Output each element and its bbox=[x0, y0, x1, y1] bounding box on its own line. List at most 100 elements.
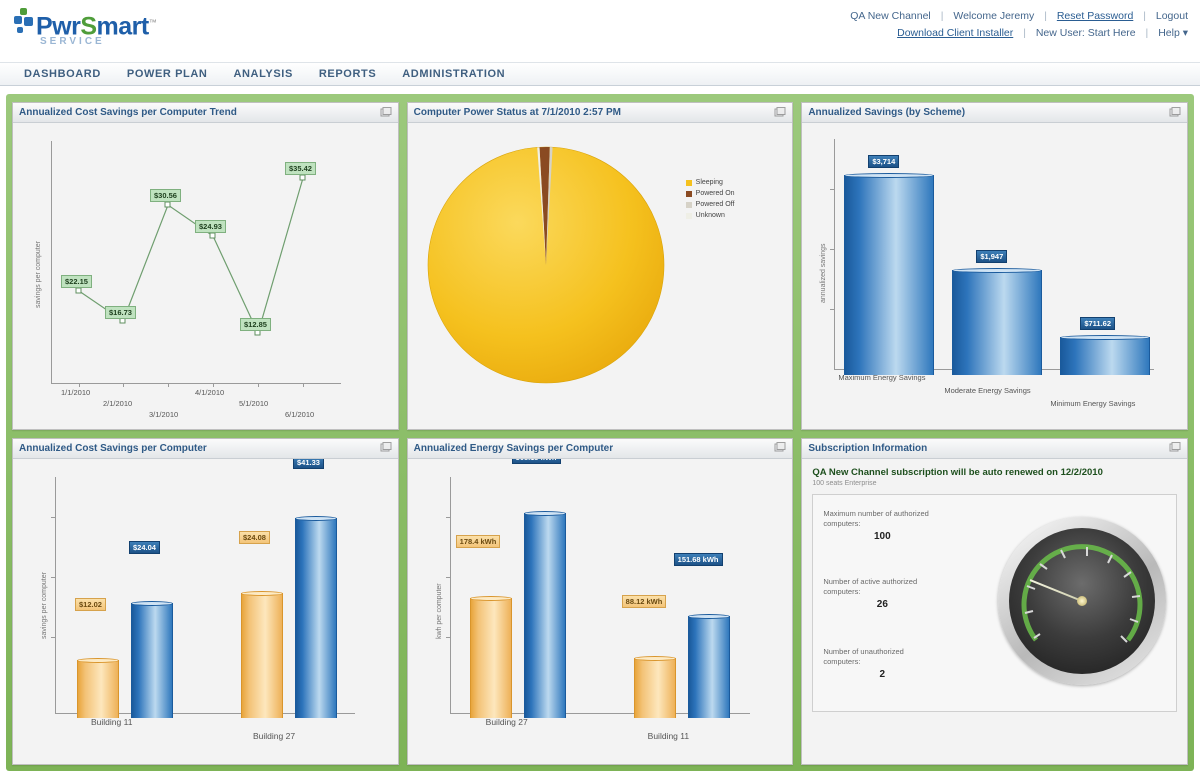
panel-menu-icon[interactable] bbox=[774, 442, 786, 454]
bar-moderate-energy-savings[interactable] bbox=[952, 267, 1043, 375]
panel-header: Annualized Cost Savings per Computer Tre… bbox=[13, 103, 398, 123]
separator: | bbox=[940, 10, 944, 22]
panel-menu-icon[interactable] bbox=[1169, 442, 1181, 454]
y-axis bbox=[449, 476, 451, 713]
nav-item-administration[interactable]: ADMINISTRATION bbox=[402, 68, 506, 80]
bar-building-27-current[interactable] bbox=[241, 591, 283, 718]
bar-building-27-current[interactable] bbox=[469, 596, 512, 718]
brand-wordmark: PwrSmart™ bbox=[36, 10, 157, 41]
legend-item[interactable]: Powered On bbox=[685, 188, 735, 199]
y-axis bbox=[55, 476, 56, 713]
page-header: PwrSmart™ SERVICE QA New Channel | Welco… bbox=[0, 0, 1200, 62]
x-tick-label: 1/1/2010 bbox=[61, 388, 91, 397]
panel-body: savings per computer 1/1/2010 2/1/2010 3… bbox=[13, 123, 398, 429]
new-user-link[interactable]: New User: Start Here bbox=[1035, 27, 1136, 39]
legend-item[interactable]: Unknown bbox=[685, 210, 735, 221]
y-tick bbox=[51, 576, 55, 578]
data-label: 178.4 kWh bbox=[455, 534, 501, 548]
logo-dots-icon bbox=[14, 8, 40, 34]
y-tick bbox=[51, 516, 55, 518]
stat-active-authorized: Number of active authorized computers: 2… bbox=[823, 577, 941, 610]
data-label: $12.02 bbox=[75, 597, 106, 611]
panel-header: Computer Power Status at 7/1/2010 2:57 P… bbox=[407, 103, 793, 123]
y-tick bbox=[445, 576, 450, 578]
data-label: $12.85 bbox=[240, 318, 271, 331]
stat-value: 100 bbox=[873, 530, 891, 542]
y-axis bbox=[834, 139, 836, 369]
nav-item-reports[interactable]: REPORTS bbox=[318, 68, 377, 80]
x-tick-label: 5/1/2010 bbox=[239, 399, 269, 408]
x-tick-label: Maximum Energy Savings bbox=[838, 373, 926, 382]
legend-swatch-sleeping bbox=[685, 179, 692, 186]
bar-building-11-potential[interactable] bbox=[687, 614, 730, 718]
bar-building-27-potential[interactable] bbox=[523, 511, 566, 718]
x-tick-label: 3/1/2010 bbox=[149, 410, 179, 419]
header-links-row-1: QA New Channel | Welcome Jeremy | Reset … bbox=[850, 8, 1188, 25]
y-axis-label: kwh per computer bbox=[435, 582, 443, 639]
panel-title: Annualized Cost Savings per Computer bbox=[19, 442, 207, 454]
bar-building-27-potential[interactable] bbox=[295, 516, 337, 718]
bar-maximum-energy-savings[interactable] bbox=[844, 172, 935, 375]
brand-mart: mart bbox=[96, 12, 150, 41]
legend-swatch-powered-on bbox=[685, 190, 692, 197]
data-label: $30.56 bbox=[150, 189, 181, 202]
x-tick-label: 6/1/2010 bbox=[285, 410, 315, 419]
panel-body: QA New Channel subscription will be auto… bbox=[802, 458, 1187, 764]
nav-item-dashboard[interactable]: DASHBOARD bbox=[24, 68, 101, 80]
bar-building-11-potential[interactable] bbox=[131, 601, 173, 718]
channel-name: QA New Channel bbox=[850, 10, 931, 22]
panel-header: Annualized Savings (by Scheme) bbox=[802, 103, 1187, 123]
subscription-details-box: Maximum number of authorized computers: … bbox=[812, 493, 1177, 712]
main-navigation: DASHBOARD POWER PLAN ANALYSIS REPORTS AD… bbox=[0, 62, 1200, 86]
brand-trademark: ™ bbox=[148, 18, 157, 27]
x-axis bbox=[55, 712, 355, 714]
panel-annualized-savings-by-scheme: Annualized Savings (by Scheme) annualize… bbox=[801, 102, 1188, 430]
legend-label: Sleeping bbox=[695, 179, 723, 186]
x-tick bbox=[123, 383, 124, 387]
data-label: $3,714 bbox=[868, 155, 900, 168]
x-axis bbox=[449, 712, 750, 714]
bar-building-11-current[interactable] bbox=[633, 656, 676, 718]
panel-header: Subscription Information bbox=[802, 438, 1187, 459]
data-label: 151.68 kWh bbox=[673, 552, 723, 566]
nav-item-analysis[interactable]: ANALYSIS bbox=[233, 68, 293, 80]
separator: | bbox=[1145, 27, 1149, 39]
download-client-installer-link[interactable]: Download Client Installer bbox=[897, 27, 1014, 39]
data-label: 305.19 kWh bbox=[511, 458, 561, 464]
x-tick bbox=[79, 383, 80, 387]
bar-building-11-current[interactable] bbox=[77, 658, 119, 718]
panel-menu-icon[interactable] bbox=[1169, 106, 1181, 119]
legend-item[interactable]: Powered Off bbox=[685, 199, 735, 210]
data-label: $24.08 bbox=[239, 530, 270, 544]
brand-subtitle: SERVICE bbox=[40, 36, 105, 47]
dashboard-grid: Annualized Cost Savings per Computer Tre… bbox=[12, 102, 1188, 765]
help-menu[interactable]: Help ▾ bbox=[1158, 27, 1188, 39]
x-tick-label: 4/1/2010 bbox=[195, 388, 225, 397]
bar-chart-energy-per-computer: kwh per computer 178.4 kWh 305.19 kWh 88… bbox=[408, 458, 793, 765]
data-label: $24.04 bbox=[129, 540, 160, 554]
subscription-note: 100 seats Enterprise bbox=[812, 479, 877, 487]
x-tick-label: 2/1/2010 bbox=[103, 399, 133, 408]
brand-logo[interactable]: PwrSmart™ SERVICE bbox=[14, 6, 274, 56]
logout-link[interactable]: Logout bbox=[1155, 10, 1188, 22]
panel-header: Annualized Cost Savings per Computer bbox=[13, 438, 398, 459]
stat-max-authorized: Maximum number of authorized computers: … bbox=[823, 509, 941, 542]
y-axis bbox=[51, 141, 52, 383]
legend-label: Unknown bbox=[695, 212, 725, 219]
x-tick-label: Minimum Energy Savings bbox=[1050, 399, 1136, 408]
panel-menu-icon[interactable] bbox=[380, 106, 392, 119]
separator: | bbox=[1023, 27, 1026, 39]
bar-chart-by-scheme: annualized savings $3,714 $1,947 $711.62… bbox=[802, 123, 1187, 429]
panel-body: savings per computer $12.02 $24.04 $24.0… bbox=[13, 458, 398, 764]
legend-item[interactable]: Sleeping bbox=[685, 177, 735, 188]
data-label: $16.73 bbox=[105, 306, 136, 319]
nav-item-power-plan[interactable]: POWER PLAN bbox=[126, 68, 208, 80]
pie-chart: Sleeping Powered On Powered Off Unknown bbox=[408, 123, 793, 429]
line-chart: savings per computer 1/1/2010 2/1/2010 3… bbox=[13, 123, 398, 429]
x-axis bbox=[51, 383, 341, 384]
panel-menu-icon[interactable] bbox=[380, 442, 392, 454]
panel-menu-icon[interactable] bbox=[774, 106, 786, 119]
reset-password-link[interactable]: Reset Password bbox=[1056, 10, 1134, 22]
bar-minimum-energy-savings[interactable] bbox=[1060, 334, 1151, 375]
panel-energy-savings-per-computer: Annualized Energy Savings per Computer k… bbox=[406, 437, 794, 765]
